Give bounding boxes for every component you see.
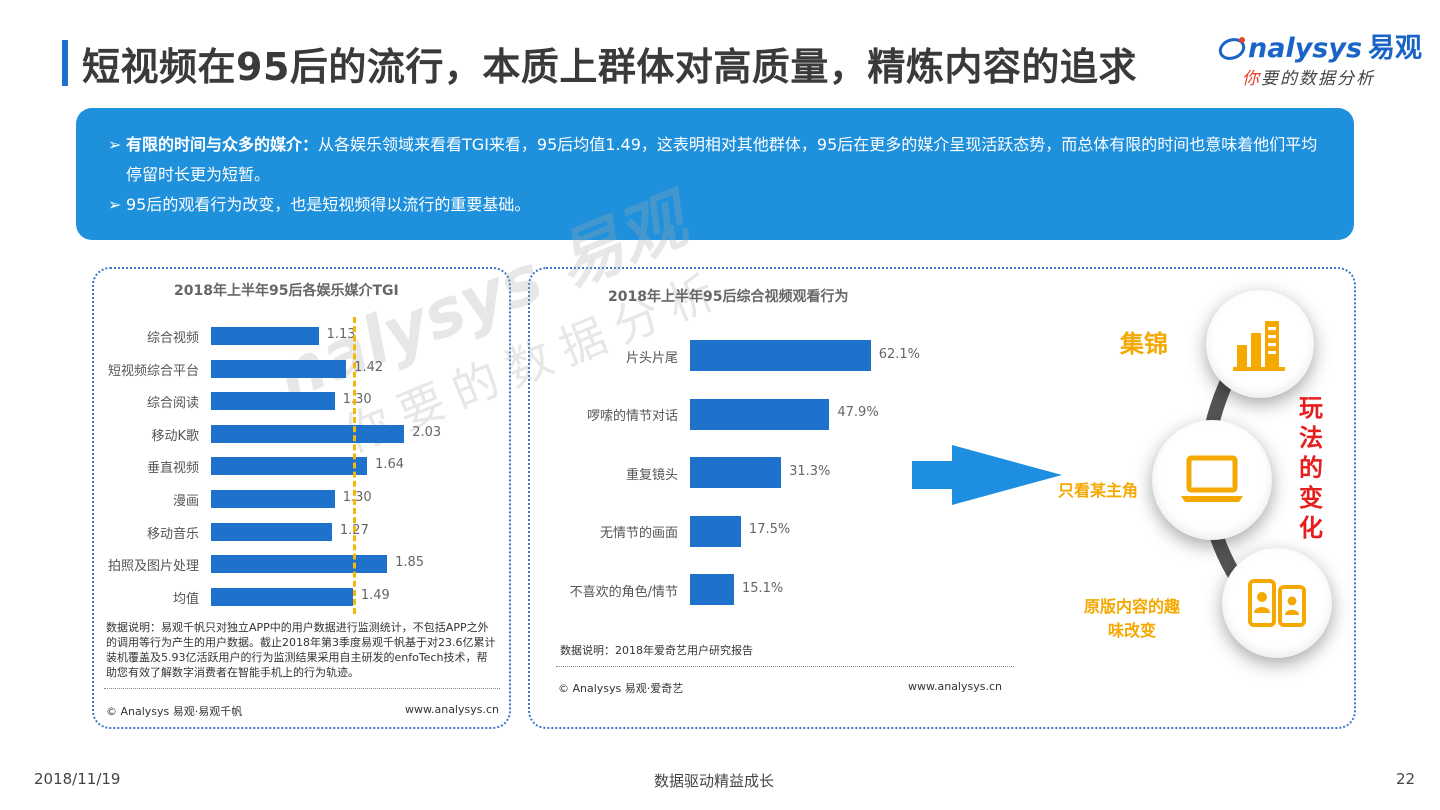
behavior-chart-title: 2018年上半年95后综合视频观看行为 (608, 289, 849, 305)
bar-mark (211, 359, 347, 378)
right-source-url[interactable]: www.analysys.cn (908, 680, 1002, 693)
bar-value-label: 1.49 (360, 587, 390, 603)
bar-mark (211, 587, 353, 606)
gameplay-char-4: 变 (1299, 484, 1323, 512)
bar-value-label: 47.9% (837, 405, 879, 421)
bar-value-label: 1.30 (342, 392, 372, 408)
left-copyright: © Analysys 易观·易观千帆 (106, 705, 243, 718)
original-content-label-line2: 味改变 (1107, 621, 1156, 640)
bar-value-label: 62.1% (878, 346, 921, 362)
bar-value-label: 17.5% (748, 522, 791, 538)
tgi-chart-panel (92, 267, 511, 729)
page-title: 短视频在95后的流行，本质上群体对高质量，精炼内容的追求 (82, 45, 1137, 89)
bar-mark (211, 424, 405, 443)
big-arrow-icon (912, 445, 1062, 505)
bar-mark (211, 490, 335, 508)
bar-value-label: 1.85 (395, 555, 425, 571)
logo-brand-text: nalysys (1248, 33, 1363, 64)
logo-tagline-rest: 要的数据分析 (1261, 69, 1375, 89)
bar-mark (690, 457, 782, 489)
bar-category-label: 垂直视频 (146, 461, 199, 477)
bar-mark (211, 555, 388, 574)
bar-value-label: 1.30 (342, 490, 372, 505)
title-accent-bar (62, 40, 68, 86)
bar-category-label: 移动K歌 (151, 428, 199, 444)
gameplay-char-3: 的 (1299, 454, 1323, 482)
banner-bullet-2-text: 95后的观看行为改变，也是短视频得以流行的重要基础。 (126, 195, 531, 214)
gameplay-char-1: 玩 (1299, 394, 1323, 422)
right-panel-divider (556, 666, 1014, 667)
bar-category-label: 不喜欢的角色/情节 (569, 584, 678, 600)
logo-brand-cn: 易观 (1368, 33, 1423, 64)
footer-slogan: 数据驱动精益成长 (654, 772, 775, 790)
original-content-label-line1: 原版内容的趣 (1083, 597, 1180, 616)
banner-bullet-1: ➢ 有限的时间与众多的媒介：从各娱乐领域来看看TGI来看，95后均值1.49，这表… (108, 130, 1324, 190)
highlights-label: 集锦 (1120, 330, 1168, 358)
bar-category-label: 拍照及图片处理 (107, 559, 199, 575)
bar-category-label: 综合阅读 (146, 396, 199, 412)
tgi-data-note: 数据说明：易观千帆只对独立APP中的用户数据进行监测统计，不包括APP之外的调用… (106, 621, 496, 679)
building-chart-icon (1233, 321, 1285, 371)
logo-swirl-icon (1218, 37, 1246, 60)
gameplay-char-2: 法 (1299, 424, 1323, 452)
gameplay-char-5: 化 (1299, 514, 1323, 542)
bullet-arrow-icon: ➢ (108, 135, 122, 154)
bar-value-label: 1.13 (326, 327, 356, 342)
bar-mark (211, 522, 332, 541)
tgi-chart-title: 2018年上半年95后各娱乐媒介TGI (174, 283, 399, 299)
footer-date: 2018/11/19 (34, 770, 121, 788)
bar-mark (690, 574, 734, 606)
banner-bullet-1-text: 从各娱乐领域来看看TGI来看，95后均值1.49，这表明相对其他群体，95后在更… (126, 135, 1318, 184)
bar-mark (211, 327, 319, 345)
original-content-label: 原版内容的趣 味改变 (1076, 595, 1188, 643)
bar-mark (211, 392, 335, 411)
laptop-icon (1181, 455, 1243, 502)
bar-category-label: 综合视频 (146, 331, 199, 346)
bar-value-label: 1.64 (375, 457, 405, 473)
bar-category-label: 重复镜头 (625, 467, 678, 483)
bar-category-label: 移动音乐 (146, 526, 199, 542)
highlights-circle (1206, 290, 1314, 398)
logo-tagline-first: 你 (1242, 69, 1261, 89)
left-source-url[interactable]: www.analysys.cn (405, 703, 499, 716)
viewing-behavior-panel (528, 267, 1356, 729)
bar-value-label: 31.3% (789, 463, 831, 479)
bar-mark (690, 398, 830, 430)
bar-mark (690, 515, 741, 547)
bar-category-label: 啰嗦的情节对话 (586, 409, 678, 425)
summary-banner: ➢ 有限的时间与众多的媒介：从各娱乐领域来看看TGI来看，95后均值1.49，这表… (76, 108, 1354, 240)
main-character-circle (1152, 420, 1272, 540)
logo-brand: nalysys 易观 (1218, 26, 1422, 65)
mean-reference-line (352, 317, 356, 614)
analysys-logo: nalysys 易观 你要的数据分析 (1218, 26, 1422, 90)
gameplay-change-label: 玩 法 的 变 化 (1296, 393, 1326, 543)
bar-mark (211, 457, 368, 476)
bullet-arrow-icon: ➢ (108, 195, 122, 214)
original-content-circle (1222, 548, 1332, 658)
bar-category-label: 短视频综合平台 (107, 363, 199, 379)
behavior-data-note: 数据说明：2018年爱奇艺用户研究报告 (560, 644, 753, 657)
logo-tagline: 你要的数据分析 (1242, 64, 1375, 89)
banner-bullet-1-heading: 有限的时间与众多的媒介： (126, 135, 319, 154)
bar-category-label: 无情节的画面 (599, 526, 678, 542)
bar-mark (690, 340, 871, 371)
bar-category-label: 片头片尾 (625, 350, 678, 366)
bar-category-label: 均值 (172, 591, 199, 607)
right-copyright: © Analysys 易观·爱奇艺 (558, 682, 684, 695)
footer-page-number: 22 (1396, 770, 1416, 788)
bar-category-label: 漫画 (172, 494, 199, 509)
mobile-users-icon (1248, 579, 1306, 627)
bar-value-label: 1.42 (354, 359, 384, 375)
banner-bullet-2: ➢ 95后的观看行为改变，也是短视频得以流行的重要基础。 (108, 190, 1324, 220)
bar-value-label: 2.03 (412, 424, 442, 440)
main-character-label: 只看某主角 (1058, 481, 1139, 500)
left-panel-divider (104, 688, 500, 689)
bar-value-label: 15.1% (741, 580, 784, 596)
